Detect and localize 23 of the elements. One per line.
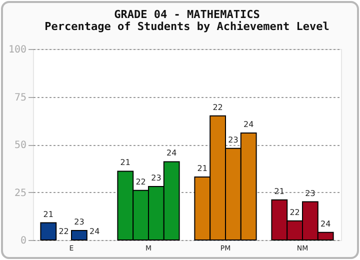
series-label: 22: [136, 177, 146, 186]
text: 21: [197, 164, 208, 173]
y-tick-label: 75: [14, 92, 26, 104]
y-tick-label: 25: [14, 188, 26, 199]
text: 22: [58, 227, 69, 236]
text: 23: [228, 135, 238, 144]
y-tick-label: 50: [14, 140, 26, 151]
text: 23: [151, 174, 162, 183]
text: 24: [244, 120, 254, 130]
y-tick-label: 100: [8, 44, 26, 56]
text: 21: [120, 158, 130, 168]
text: 24: [90, 227, 100, 236]
series-label: 23: [74, 217, 84, 226]
chart-title: GRADE 04 - MATHEMATICS: [114, 8, 260, 21]
text: 22: [212, 102, 223, 112]
series-label: 21: [43, 210, 54, 219]
text: 24: [320, 219, 331, 228]
series-label: 24: [166, 148, 177, 158]
y-tick-label: 0: [20, 236, 26, 246]
text: 22: [290, 208, 300, 217]
text: 23: [305, 188, 316, 198]
text: 21: [274, 186, 284, 196]
chart-subtitle: Percentage of Students by Achievement Level: [44, 20, 330, 33]
